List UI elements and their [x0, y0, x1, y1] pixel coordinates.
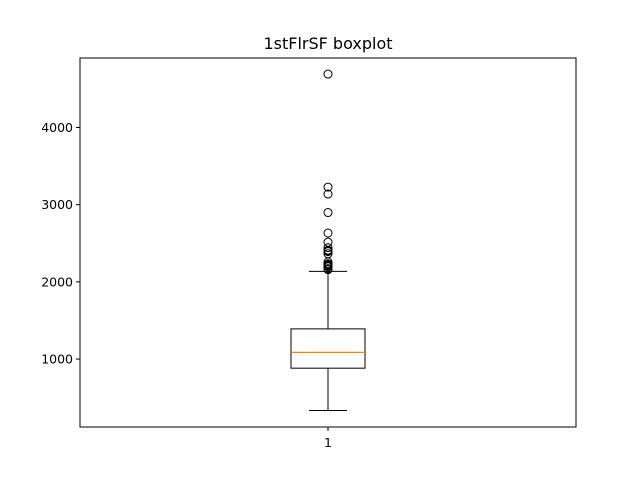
outlier-point: [323, 237, 333, 247]
outlier-series: [323, 69, 333, 275]
outlier-point: [323, 243, 333, 253]
chart-title: 1stFlrSF boxplot: [263, 34, 392, 53]
x-tick-label: 1: [324, 435, 332, 450]
outlier-point: [323, 182, 333, 192]
box-series: [290, 270, 366, 411]
y-axis: 1000 2000 3000 4000: [41, 120, 80, 367]
interquartile-box: [290, 328, 366, 369]
y-tick-label: 3000: [41, 197, 73, 212]
outlier-point: [323, 249, 333, 259]
y-tick-label: 2000: [41, 274, 73, 289]
outlier-point: [323, 228, 333, 238]
outlier-point: [323, 189, 333, 199]
y-tick-label: 1000: [41, 352, 73, 367]
x-axis: 1: [324, 427, 332, 450]
outlier-point: [323, 208, 333, 218]
y-tick-label: 4000: [41, 120, 73, 135]
outlier-point: [323, 69, 333, 79]
